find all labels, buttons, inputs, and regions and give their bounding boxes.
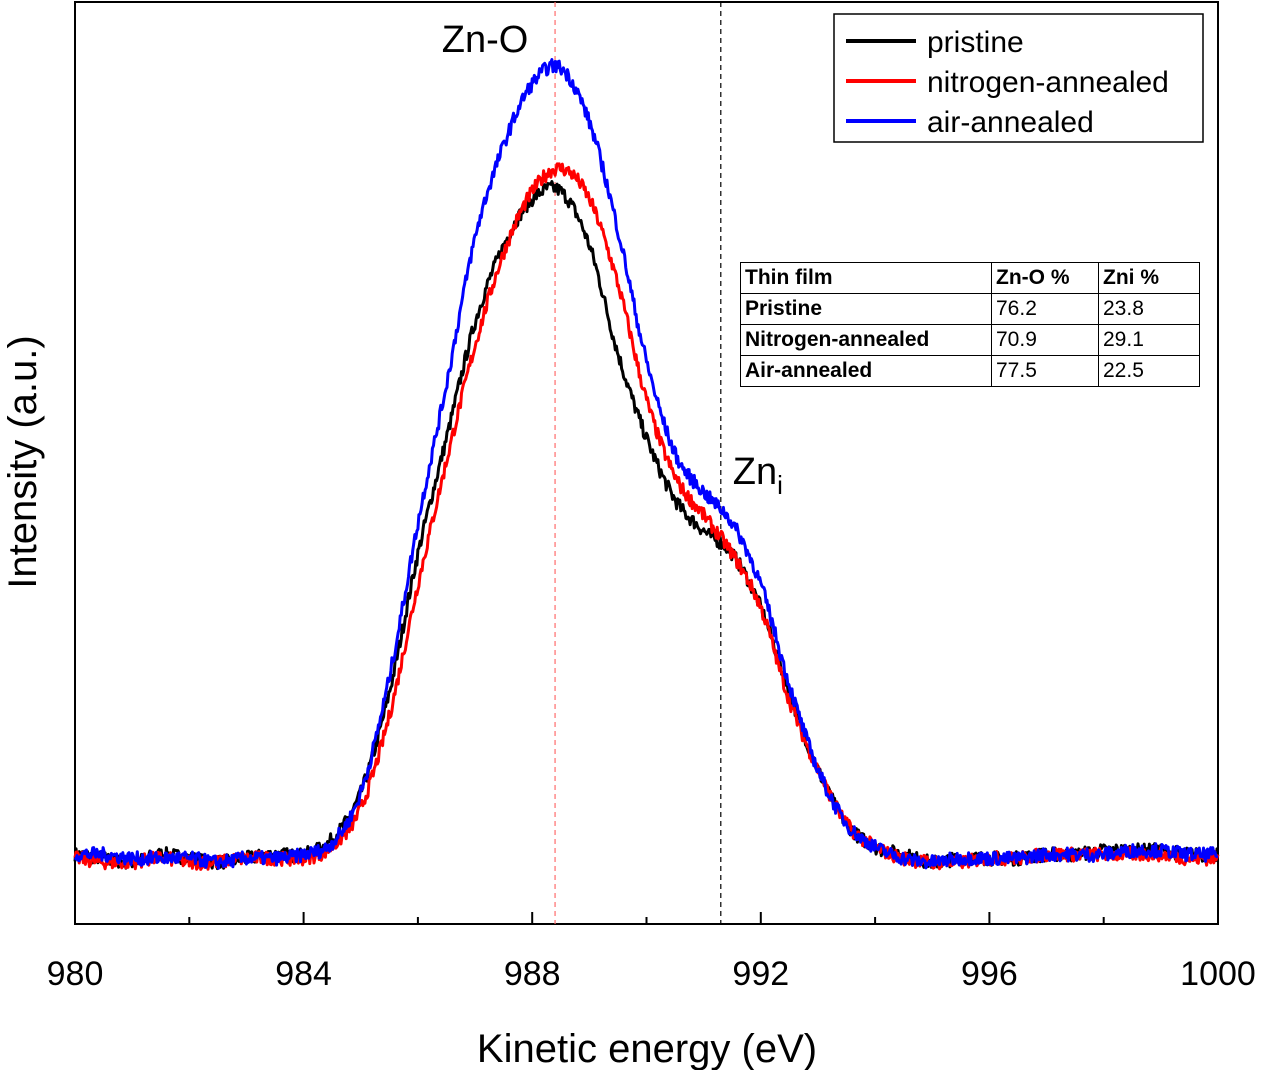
table-cell: 77.5 xyxy=(991,355,1099,387)
table-cell: 70.9 xyxy=(991,324,1099,356)
x-tick-label: 1000 xyxy=(1180,955,1256,993)
composition-table: Thin film Zn-O % Zni % Pristine 76.2 23.… xyxy=(740,262,1200,387)
table-cell: 29.1 xyxy=(1098,324,1200,356)
table-cell: 76.2 xyxy=(991,293,1099,325)
header-zno-percent: Zn-O % xyxy=(991,262,1099,294)
x-tick-label: 996 xyxy=(961,955,1018,993)
table-cell: 22.5 xyxy=(1098,355,1200,387)
zni-peak-label: Zni xyxy=(733,451,783,500)
x-tick-label: 992 xyxy=(732,955,789,993)
x-axis-title: Kinetic energy (eV) xyxy=(477,1027,817,1070)
series-line-air-annealed xyxy=(73,58,1219,870)
header-zni-percent: Zni % xyxy=(1098,262,1200,294)
table-cell: 23.8 xyxy=(1098,293,1200,325)
table-cell: Air-annealed xyxy=(740,355,992,387)
y-axis-title: Intensity (a.u.) xyxy=(1,335,45,588)
zni-label-main: Zn xyxy=(733,451,777,493)
legend-label-pristine: pristine xyxy=(927,26,1024,59)
table-row: Nitrogen-annealed 70.9 29.1 xyxy=(740,324,1200,356)
legend-label-air-annealed: air-annealed xyxy=(927,106,1094,139)
legend-label-nitrogen-annealed: nitrogen-annealed xyxy=(927,66,1169,99)
table-cell: Nitrogen-annealed xyxy=(740,324,992,356)
table-row: Pristine 76.2 23.8 xyxy=(740,293,1200,325)
table-row: Air-annealed 77.5 22.5 xyxy=(740,355,1200,387)
x-tick-label: 988 xyxy=(504,955,561,993)
x-tick-label: 984 xyxy=(275,955,332,993)
header-thin-film: Thin film xyxy=(740,262,992,294)
x-ticks: 980 984 988 992 996 1000 xyxy=(47,912,1256,993)
series-layer xyxy=(73,58,1220,871)
legend-box xyxy=(833,13,1204,143)
zni-label-subscript: i xyxy=(777,470,783,500)
table-header-row: Thin film Zn-O % Zni % xyxy=(740,262,1200,294)
zno-peak-label: Zn-O xyxy=(442,19,529,61)
table-cell: Pristine xyxy=(740,293,992,325)
x-tick-label: 980 xyxy=(47,955,104,993)
legend: pristine nitrogen-annealed air-annealed xyxy=(833,13,1204,143)
